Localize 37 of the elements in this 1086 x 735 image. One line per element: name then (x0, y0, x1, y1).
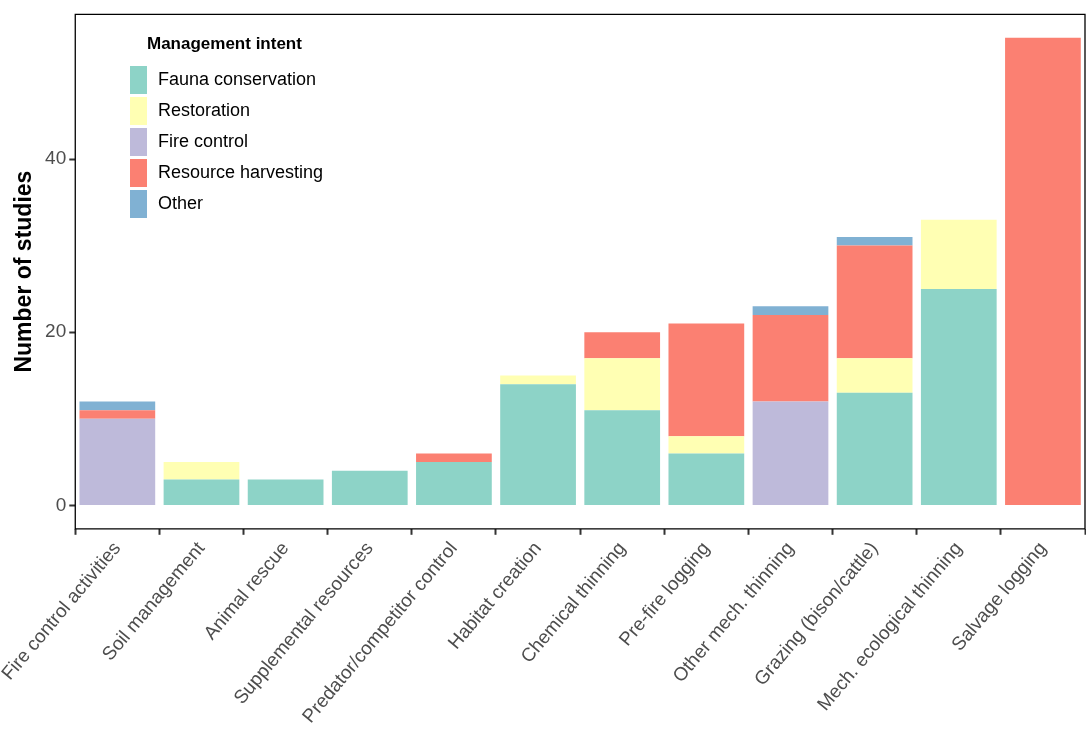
bar (584, 410, 661, 505)
bar (584, 358, 661, 411)
bar (79, 401, 156, 411)
bar (500, 375, 576, 385)
legend-title: Management intent (147, 34, 303, 54)
y-tick-label: 0 (55, 493, 67, 515)
bar (668, 323, 745, 437)
y-tick-label: 20 (45, 320, 67, 342)
legend-label: Fauna conservation (158, 69, 317, 90)
legend-label: Other (158, 193, 204, 214)
bar (752, 314, 829, 402)
y-tick-label: 40 (45, 147, 67, 169)
bar (668, 436, 745, 454)
bar (247, 479, 324, 505)
bar (836, 245, 913, 359)
bar (752, 401, 829, 505)
bar (836, 358, 913, 393)
bar (500, 384, 576, 505)
legend-label: Fire control (158, 131, 249, 152)
bar (163, 462, 240, 480)
bar (920, 288, 997, 505)
bar (416, 453, 492, 463)
bar (668, 453, 745, 505)
bar (920, 219, 997, 289)
bar (836, 236, 913, 246)
bar (331, 470, 408, 505)
bar (79, 418, 156, 505)
legend-label: Resource harvesting (158, 162, 324, 183)
bar (752, 306, 829, 315)
y-axis-title: Number of studies (9, 170, 36, 373)
legend-label: Restoration (158, 100, 251, 121)
bar (416, 462, 492, 505)
bar (79, 410, 156, 419)
bar (584, 332, 661, 359)
bar (163, 479, 240, 505)
bar (1005, 37, 1081, 505)
bar (836, 392, 913, 505)
